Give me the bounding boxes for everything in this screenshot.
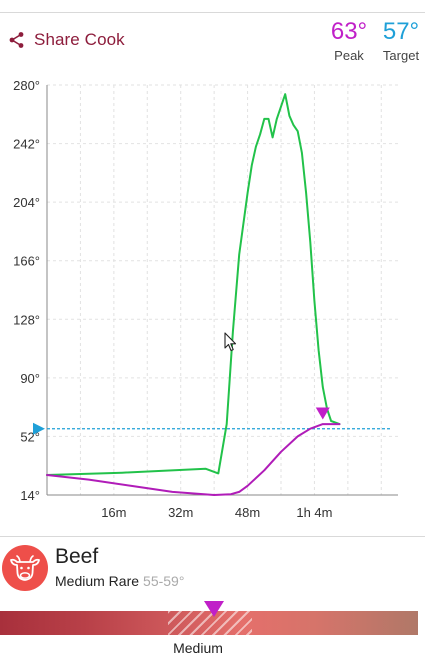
doneness-marker-icon xyxy=(204,601,224,617)
x-tick-label: 32m xyxy=(168,505,193,520)
chart-markers xyxy=(315,407,330,420)
chart-series xyxy=(46,93,341,496)
y-tick-label: 90° xyxy=(20,371,40,386)
mouse-pointer-icon xyxy=(224,332,237,352)
cow-icon xyxy=(2,545,48,591)
chart-grid xyxy=(47,84,398,495)
top-divider xyxy=(0,12,425,13)
target-label: Target xyxy=(382,48,420,63)
x-tick-label: 1h 4m xyxy=(296,505,332,520)
meat-doneness: Medium Rare 55-59° xyxy=(55,573,184,589)
x-tick-label: 48m xyxy=(235,505,260,520)
target-temperature: 57° Target xyxy=(378,18,424,63)
peak-label: Peak xyxy=(334,48,364,63)
doneness-range: 55-59° xyxy=(143,573,185,589)
peak-marker-icon xyxy=(315,407,330,420)
y-tick-label: 128° xyxy=(13,312,40,327)
meat-name: Beef xyxy=(55,545,99,568)
peak-temperature: 63° Peak xyxy=(328,18,370,63)
x-tick-label: 16m xyxy=(101,505,126,520)
chart-axes xyxy=(46,85,398,496)
share-icon xyxy=(9,32,24,48)
section-divider xyxy=(0,536,425,537)
x-axis-labels: 16m 32m 48m 1h 4m xyxy=(101,505,332,520)
series-line-green xyxy=(46,93,341,476)
peak-value: 63° xyxy=(330,18,368,45)
y-tick-label: 166° xyxy=(13,254,40,269)
share-cook-button[interactable]: Share Cook xyxy=(8,30,125,50)
target-line-group xyxy=(33,422,392,435)
y-tick-label: 14° xyxy=(20,488,40,503)
y-tick-label: 242° xyxy=(13,137,40,152)
current-doneness-label: Medium xyxy=(173,640,223,656)
doneness-scale: Medium xyxy=(0,598,425,657)
meat-profile[interactable]: Beef Medium Rare 55-59° xyxy=(0,543,425,595)
doneness-level: Medium Rare xyxy=(55,573,140,589)
y-tick-label: 204° xyxy=(13,195,40,210)
target-marker-icon xyxy=(33,422,45,435)
share-cook-label: Share Cook xyxy=(34,30,125,49)
y-tick-label: 280° xyxy=(13,78,40,93)
temperature-chart: 280°242°204°166°128°90°52°14° 16m 32m 48m 1… xyxy=(13,78,398,520)
y-axis-labels: 280°242°204°166°128°90°52°14° xyxy=(13,78,40,503)
target-value: 57° xyxy=(382,18,420,45)
series-line-purple xyxy=(46,423,341,496)
